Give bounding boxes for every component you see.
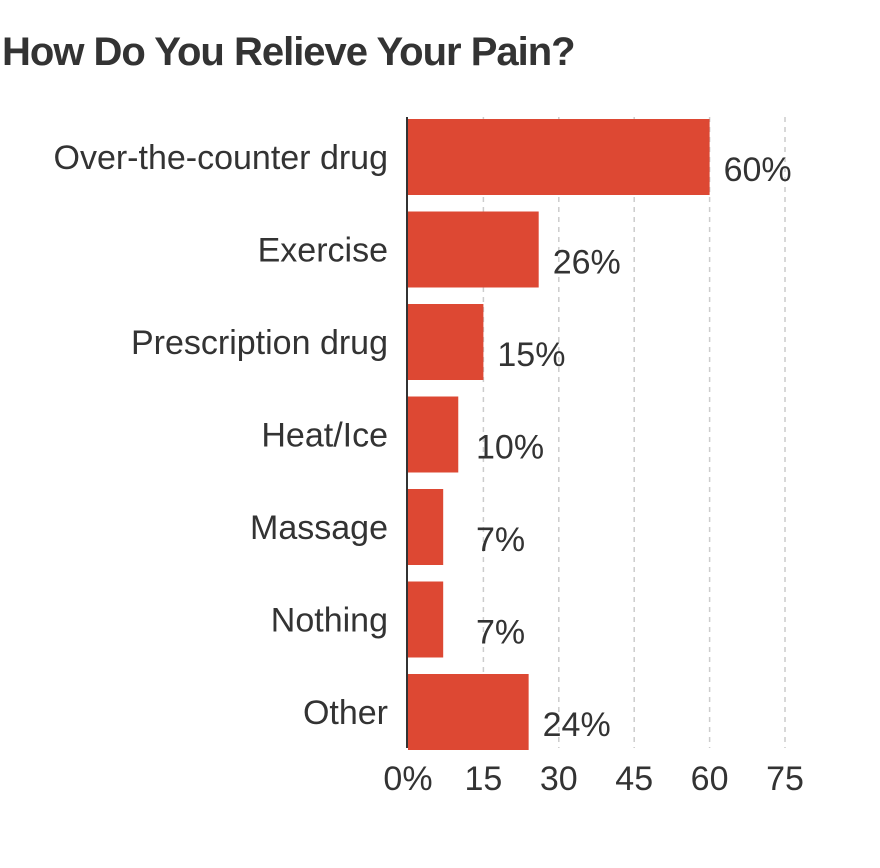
x-tick-label: 60 bbox=[691, 760, 729, 798]
bar bbox=[408, 119, 710, 195]
value-label: 15% bbox=[497, 336, 565, 374]
value-label: 7% bbox=[476, 614, 525, 652]
x-tick-label: 75 bbox=[766, 760, 804, 798]
value-label: 60% bbox=[724, 151, 792, 189]
category-label: Exercise bbox=[258, 232, 388, 270]
bar bbox=[408, 489, 444, 565]
category-label: Prescription drug bbox=[131, 324, 388, 362]
x-axis-ticks: 0% 15 30 45 60 75 bbox=[383, 760, 803, 798]
x-tick-label: 45 bbox=[615, 760, 653, 798]
bar bbox=[408, 581, 444, 658]
category-label: Other bbox=[303, 694, 388, 732]
chart-title: How Do You Relieve Your Pain? bbox=[2, 30, 576, 74]
bar bbox=[408, 304, 484, 380]
bar bbox=[408, 211, 539, 288]
value-label: 26% bbox=[553, 244, 621, 282]
bar bbox=[408, 674, 529, 750]
bar bbox=[408, 396, 459, 473]
category-labels: Over-the-counter drug Exercise Prescriptio… bbox=[54, 139, 389, 732]
x-tick-label: 15 bbox=[464, 760, 502, 798]
value-label: 7% bbox=[476, 521, 525, 559]
category-label: Over-the-counter drug bbox=[54, 139, 389, 177]
category-label: Nothing bbox=[271, 602, 388, 640]
value-label: 24% bbox=[543, 706, 611, 744]
x-tick-label: 30 bbox=[540, 760, 578, 798]
category-label: Massage bbox=[250, 509, 388, 547]
bars bbox=[408, 119, 710, 750]
value-labels: 60% 26% 15% 10% 7% 7% 24% bbox=[476, 151, 792, 744]
value-label: 10% bbox=[476, 429, 544, 467]
category-label: Heat/Ice bbox=[261, 417, 388, 455]
x-tick-label: 0% bbox=[383, 760, 432, 798]
